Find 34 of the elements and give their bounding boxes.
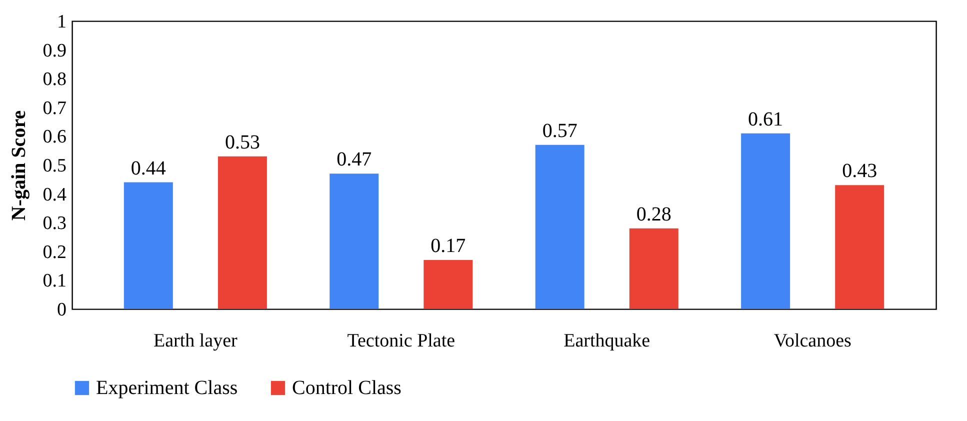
bar	[424, 260, 473, 309]
y-tick-label: 0.9	[42, 40, 66, 62]
y-tick-label: 0.7	[42, 98, 66, 119]
bar	[835, 185, 884, 309]
data-label: 0.57	[542, 120, 578, 142]
bar	[535, 144, 584, 309]
data-label: 0.17	[430, 235, 466, 258]
legend-label: Experiment Class	[96, 377, 238, 399]
y-tick-label: 0.4	[42, 184, 67, 206]
y-tick-label: 0.8	[42, 69, 66, 90]
x-tick-label: Tectonic Plate	[347, 330, 456, 352]
data-label: 0.47	[336, 148, 372, 171]
data-label: 0.43	[842, 160, 878, 182]
y-tick-label: 0.5	[42, 156, 66, 176]
bar	[330, 174, 379, 309]
x-tick-label: Earth layer	[153, 330, 238, 352]
data-label: 0.53	[224, 131, 260, 154]
bar	[629, 228, 678, 309]
bar	[124, 182, 173, 309]
y-tick-label: 0.3	[42, 213, 66, 234]
bar	[218, 156, 267, 309]
x-tick-label: Volcanoes	[774, 330, 852, 352]
x-tick-label: Earthquake	[564, 330, 650, 352]
data-label: 0.28	[636, 203, 672, 226]
data-label: 0.44	[130, 157, 166, 180]
y-axis-title: N-gain Score	[8, 110, 30, 221]
bar	[741, 133, 790, 309]
y-tick-label: 0.1	[42, 270, 66, 292]
data-label: 0.61	[748, 108, 784, 130]
y-tick-label: 0	[57, 300, 66, 320]
legend-label: Control Class	[292, 377, 402, 399]
y-tick-label: 0.6	[42, 126, 66, 148]
y-tick-label: 1	[57, 12, 66, 32]
y-tick-label: 0.2	[42, 242, 66, 263]
